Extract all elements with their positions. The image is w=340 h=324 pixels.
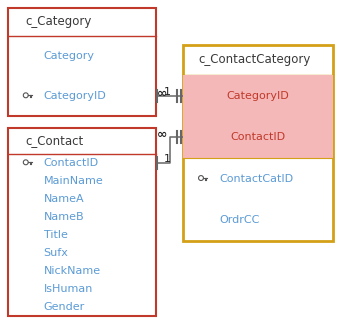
Bar	[8, 8, 156, 116]
Text: Sufx: Sufx	[44, 248, 68, 258]
Text: Category: Category	[44, 51, 95, 61]
Text: ContactID: ContactID	[231, 132, 286, 142]
Text: ∞: ∞	[157, 128, 167, 141]
Text: IsHuman: IsHuman	[44, 284, 93, 294]
Text: CategoryID: CategoryID	[227, 91, 289, 101]
Bar	[183, 45, 333, 241]
Text: Title: Title	[44, 230, 67, 240]
Text: Gender: Gender	[44, 302, 85, 312]
Text: NameA: NameA	[44, 194, 84, 204]
Text: c_Contact: c_Contact	[26, 134, 84, 147]
Text: NickName: NickName	[44, 266, 101, 276]
Bar	[183, 75, 333, 117]
Text: OrdrCC: OrdrCC	[219, 215, 259, 225]
Bar	[183, 117, 333, 158]
Text: c_Category: c_Category	[26, 16, 92, 29]
Text: MainName: MainName	[44, 176, 103, 186]
Text: ContactCatID: ContactCatID	[219, 174, 293, 184]
Text: 1: 1	[164, 87, 171, 97]
Text: ∞: ∞	[157, 87, 167, 100]
Text: ContactID: ContactID	[44, 158, 99, 168]
Text: NameB: NameB	[44, 212, 84, 222]
Text: c_ContactCategory: c_ContactCategory	[198, 53, 310, 66]
Text: 1: 1	[164, 154, 171, 164]
Text: CategoryID: CategoryID	[44, 91, 106, 101]
Bar	[8, 128, 156, 316]
